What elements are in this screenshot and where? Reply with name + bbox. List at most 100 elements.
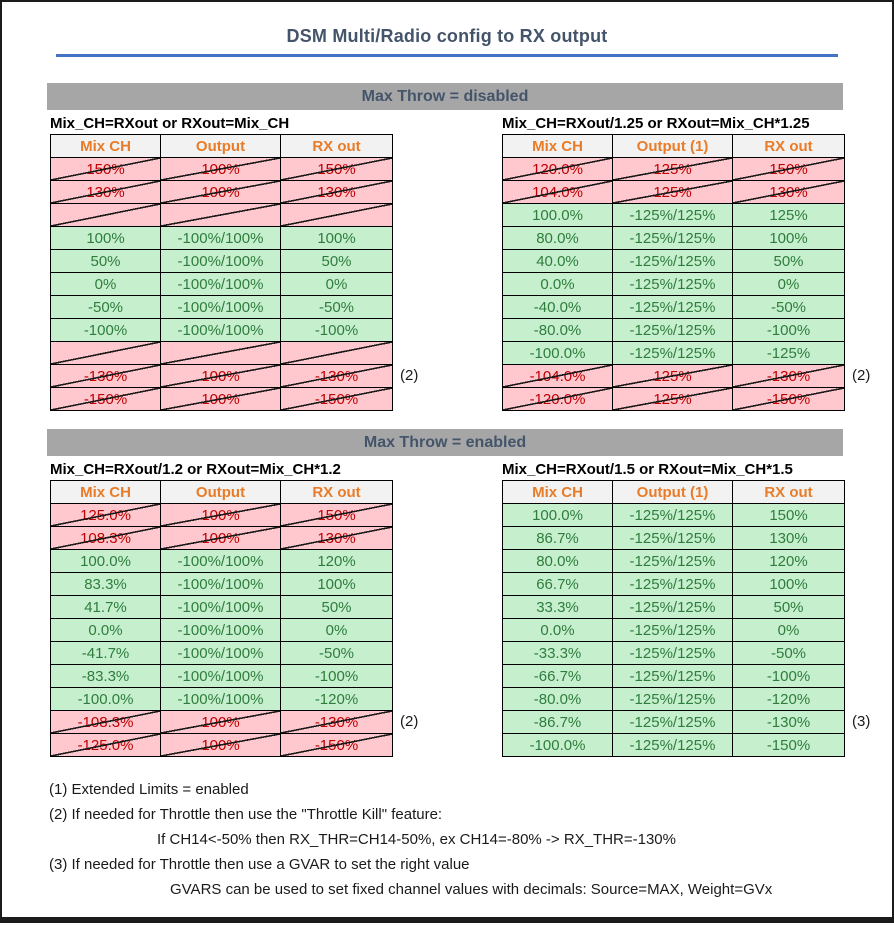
table-row: -120.0% 125% -150% (502, 387, 845, 411)
header-row: Mix CH Output RX out (50, 134, 393, 158)
table-block-ratio-1-5: Mix_CH=RXout/1.5 or RXout=Mix_CH*1.5 Mix… (502, 458, 892, 757)
table-cell: -100.0% (502, 733, 613, 757)
table-cell: -100%/100% (160, 272, 281, 296)
table-cell: -80.0% (502, 318, 613, 342)
section-max-throw-enabled: Max Throw = enabled Mix_CH=RXout/1.2 or … (2, 429, 892, 757)
table-cell: -50% (50, 295, 161, 319)
table-cell (280, 203, 393, 227)
table-cell: 33.3% (502, 595, 613, 619)
table-row: 100.0% -100%/100% 120% (50, 549, 393, 573)
table-row: 150% 100% 150% (50, 157, 393, 181)
table-cell: -100% (732, 318, 845, 342)
table-cell: 50% (280, 595, 393, 619)
table-cell (160, 341, 281, 365)
table-cell: 100% (160, 526, 281, 550)
table-row: 104.0% 125% 130% (502, 180, 845, 204)
table-cell: -125%/125% (612, 226, 733, 250)
table-cell: 0.0% (502, 272, 613, 296)
table-row: -83.3% -100%/100% -100% (50, 664, 393, 688)
table-cell: -83.3% (50, 664, 161, 688)
table-cell: 100% (280, 226, 393, 250)
table-cell: -100.0% (50, 687, 161, 711)
table-cell: 125% (612, 157, 733, 181)
column-header: RX out (280, 480, 393, 504)
column-header: Mix CH (502, 134, 613, 158)
table-cell: -130% (280, 364, 393, 388)
table-cell: 0% (50, 272, 161, 296)
table-cell: -125%/125% (612, 272, 733, 296)
table-cell: 150% (280, 157, 393, 181)
table-cell: -100%/100% (160, 549, 281, 573)
table-cell: 0% (280, 618, 393, 642)
table-subtitle: Mix_CH=RXout/1.5 or RXout=Mix_CH*1.5 (502, 461, 793, 478)
header-row: Mix CH Output (1) RX out (502, 134, 845, 158)
table-row: -66.7% -125%/125% -100% (502, 664, 845, 688)
column-header: Output (160, 480, 281, 504)
footnote-ref: (3) (852, 713, 871, 730)
table-cell: -125%/125% (612, 341, 733, 365)
table-row: -40.0% -125%/125% -50% (502, 295, 845, 319)
table-cell: -125%/125% (612, 595, 733, 619)
config-table-ratio-1-2: Mix CH Output RX out 125.0% 100% 150% 108.3% 10… (50, 480, 393, 757)
column-header: Mix CH (50, 134, 161, 158)
config-table-ratio-1: Mix CH Output RX out 150% 100% 150% 130% 100% 13… (50, 134, 393, 411)
note-line: (2) If needed for Throttle then use the … (49, 806, 443, 823)
column-header: Mix CH (50, 480, 161, 504)
table-cell: 50% (50, 249, 161, 273)
table-cell: 40.0% (502, 249, 613, 273)
table-cell: -150% (50, 387, 161, 411)
section-max-throw-disabled: Max Throw = disabled Mix_CH=RXout or RXo… (2, 83, 892, 411)
table-row (50, 203, 393, 227)
table-cell: -125%/125% (612, 664, 733, 688)
table-cell: -100%/100% (160, 641, 281, 665)
config-table-ratio-1-5: Mix CH Output (1) RX out 100.0% -125%/125% 15… (502, 480, 845, 757)
table-cell: -100%/100% (160, 295, 281, 319)
table-cell: -120.0% (502, 387, 613, 411)
table-cell: -125%/125% (612, 526, 733, 550)
table-cell: 150% (280, 503, 393, 527)
table-cell: 100% (160, 364, 281, 388)
table-cell: 104.0% (502, 180, 613, 204)
table-row: -125.0% 100% -150% (50, 733, 393, 757)
table-cell: -100%/100% (160, 595, 281, 619)
note-line: GVARS can be used to set fixed channel v… (170, 881, 773, 898)
table-block-ratio-1: Mix_CH=RXout or RXout=Mix_CH Mix CH Outpu… (50, 112, 502, 411)
table-cell: 0.0% (50, 618, 161, 642)
table-row: -130% 100% -130% (50, 364, 393, 388)
footnote-ref: (2) (400, 713, 419, 730)
table-cell: -100% (280, 664, 393, 688)
table-cell: -125%/125% (612, 318, 733, 342)
table-cell: -100%/100% (160, 618, 281, 642)
table-cell: 130% (280, 526, 393, 550)
table-cell: 130% (280, 180, 393, 204)
table-cell: -100% (280, 318, 393, 342)
table-cell: -80.0% (502, 687, 613, 711)
table-row: -108.3% 100% -130% (50, 710, 393, 734)
table-cell: 100% (160, 710, 281, 734)
table-cell: -125%/125% (612, 203, 733, 227)
config-table-ratio-1-25: Mix CH Output (1) RX out 120.0% 125% 150% 104.… (502, 134, 845, 411)
table-row: -100% -100%/100% -100% (50, 318, 393, 342)
table-cell: -50% (280, 641, 393, 665)
table-row (50, 341, 393, 365)
table-cell: 108.3% (50, 526, 161, 550)
table-row: 0.0% -125%/125% 0% (502, 618, 845, 642)
table-cell: 125.0% (50, 503, 161, 527)
table-cell: -150% (280, 733, 393, 757)
table-row: 0% -100%/100% 0% (50, 272, 393, 296)
table-cell: -125%/125% (612, 503, 733, 527)
table-row: 130% 100% 130% (50, 180, 393, 204)
column-header: Output (1) (612, 480, 733, 504)
table-row: -80.0% -125%/125% -120% (502, 687, 845, 711)
table-row: 50% -100%/100% 50% (50, 249, 393, 273)
table-row: 40.0% -125%/125% 50% (502, 249, 845, 273)
table-cell: -100%/100% (160, 572, 281, 596)
table-cell: -33.3% (502, 641, 613, 665)
table-cell: 130% (732, 180, 845, 204)
table-cell: 66.7% (502, 572, 613, 596)
table-cell: -150% (280, 387, 393, 411)
table-row: -104.0% 125% -130% (502, 364, 845, 388)
footnote-ref: (2) (852, 367, 871, 384)
table-cell: 120% (732, 549, 845, 573)
table-cell: -150% (732, 733, 845, 757)
